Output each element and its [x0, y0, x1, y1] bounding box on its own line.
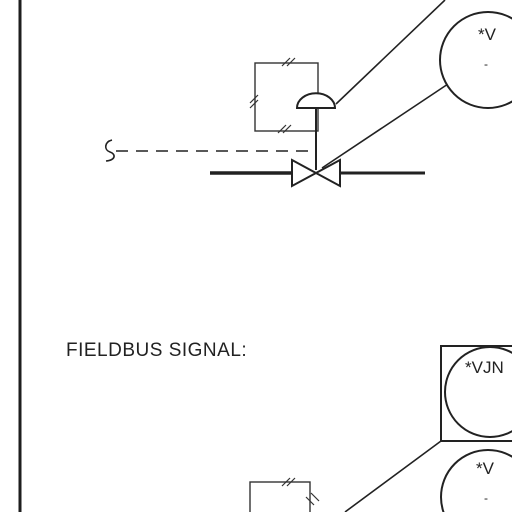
connection-line — [321, 83, 449, 169]
instrument-sub: - — [484, 57, 488, 71]
positioner-box — [249, 481, 311, 512]
connection-line — [335, 0, 446, 105]
shared-display-instrument: *VJN — [440, 345, 512, 442]
instrument-bubble: *V - — [440, 449, 512, 512]
instrument-bubble: *V - — [439, 11, 512, 109]
control-valve-symbol — [291, 158, 341, 188]
signal-break-symbol — [104, 139, 115, 162]
instrument-tag: *VJN — [465, 358, 504, 377]
instrument-tag: *V — [476, 459, 495, 478]
instrument-tag: *V — [478, 25, 497, 44]
section-label: FIELDBUS SIGNAL: — [66, 340, 247, 361]
slash-marks — [281, 477, 320, 506]
connection-line — [344, 440, 442, 512]
diaphragm-actuator-symbol — [295, 92, 337, 170]
slash-marks — [249, 57, 296, 134]
instrument-sub: - — [484, 491, 488, 505]
